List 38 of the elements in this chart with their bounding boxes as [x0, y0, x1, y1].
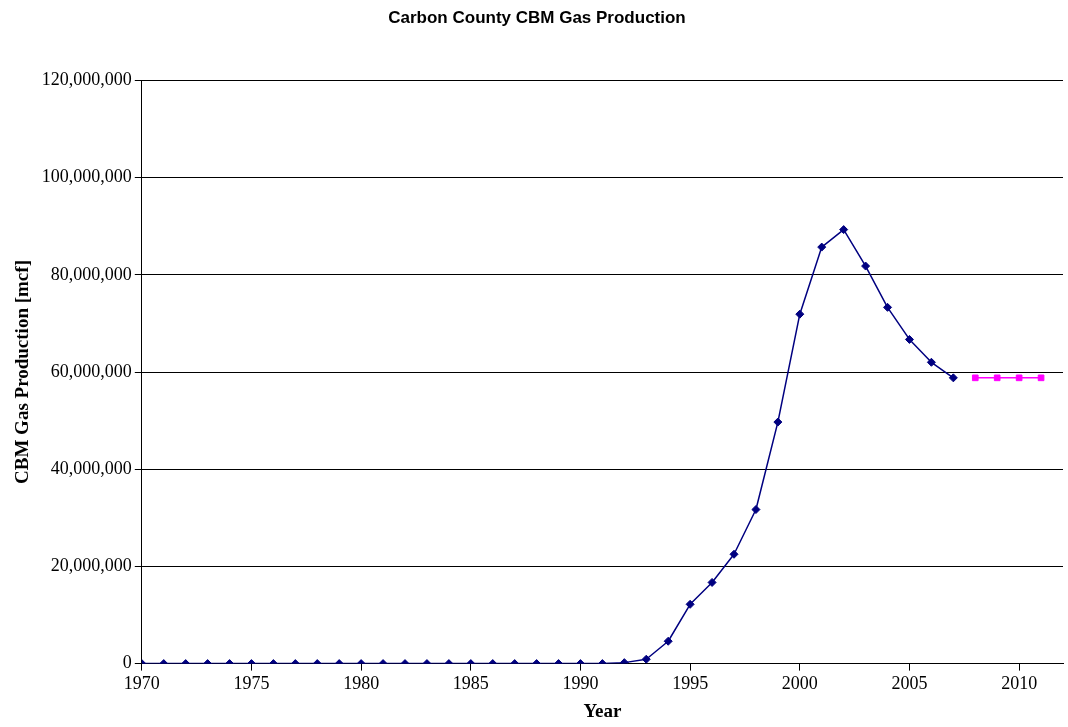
point — [817, 242, 827, 252]
x-tick-label: 2005 — [891, 673, 928, 694]
point — [795, 309, 805, 319]
y-tick-label: 0 — [122, 652, 132, 673]
y-axis-title: CBM Gas Production [mcf] — [11, 260, 33, 484]
point — [663, 636, 673, 646]
point — [641, 654, 651, 664]
y-tick-label: 120,000,000 — [41, 69, 132, 90]
chart-title: Carbon County CBM Gas Production — [388, 7, 686, 27]
x-tick-label: 1995 — [672, 673, 709, 694]
x-tick-label: 1990 — [562, 673, 599, 694]
point — [773, 417, 783, 427]
point — [861, 261, 871, 271]
x-tick-label: 1975 — [233, 673, 270, 694]
x-tick-label: 1980 — [343, 673, 380, 694]
point — [883, 302, 893, 312]
x-tick-label: 2010 — [1001, 673, 1038, 694]
y-tick-label: 20,000,000 — [50, 555, 132, 576]
point — [751, 505, 761, 515]
x-tick-label: 1985 — [452, 673, 489, 694]
point — [971, 374, 979, 382]
x-tick-label: 2000 — [781, 673, 818, 694]
point — [993, 374, 1001, 382]
point — [904, 334, 914, 344]
x-tick-label: 1970 — [123, 673, 160, 694]
y-tick-label: 100,000,000 — [41, 166, 132, 187]
point — [1015, 374, 1023, 382]
y-tick-label: 60,000,000 — [50, 360, 132, 381]
x-axis-title: Year — [583, 699, 622, 721]
point — [685, 599, 695, 609]
point — [839, 225, 849, 235]
point — [1037, 374, 1045, 382]
point — [729, 549, 739, 559]
y-tick-label: 40,000,000 — [50, 457, 132, 478]
point — [948, 373, 958, 383]
y-tick-label: 80,000,000 — [50, 263, 132, 284]
point — [707, 577, 717, 587]
point — [926, 357, 936, 367]
